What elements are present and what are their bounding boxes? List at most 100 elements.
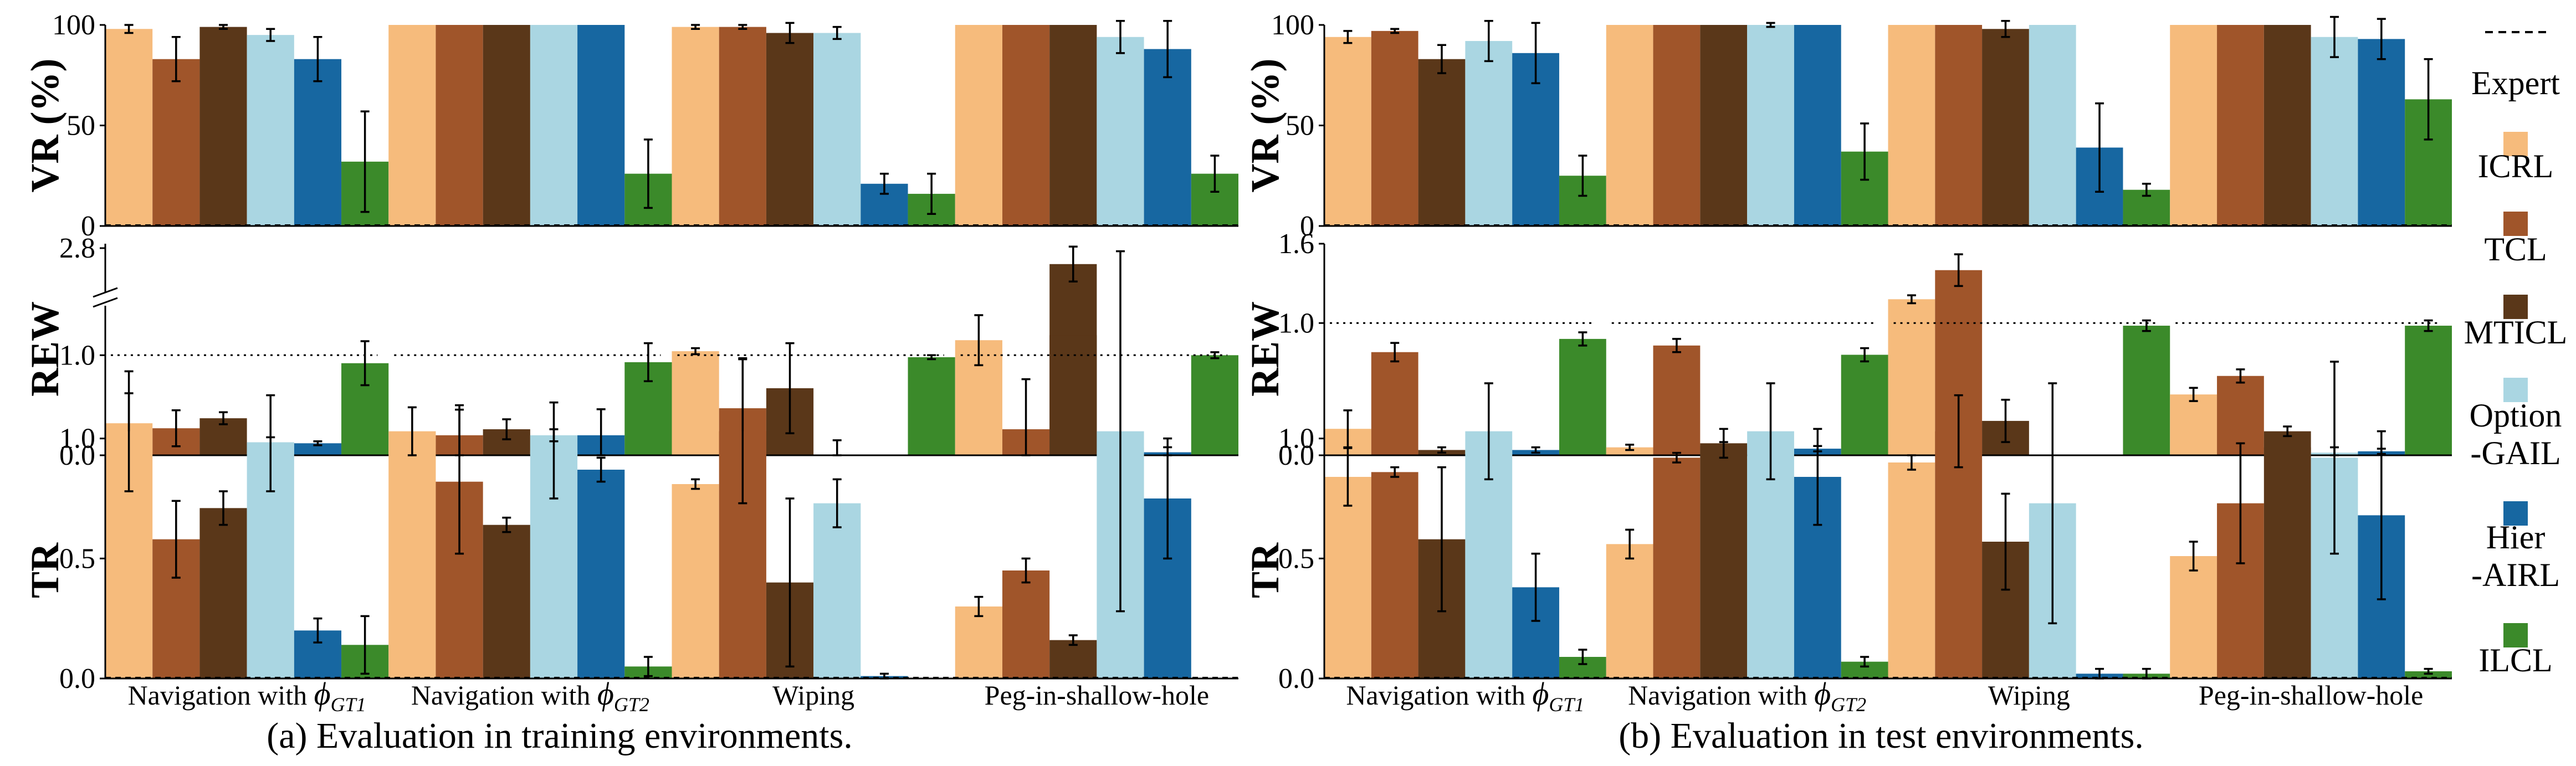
panel0-vr-bar-2-Option-GAIL (813, 33, 861, 227)
panel0-rew-bar-3-ILCL (1191, 355, 1238, 455)
panel0-vr-axis-label: VR (%) (23, 59, 67, 193)
panel0-tr-bar-0-MTICL (199, 508, 247, 678)
panel0-vr-bar-3-ICRL (955, 25, 1002, 226)
legend-label-Hier-AIRL: Hier (2486, 519, 2546, 556)
panel1-vr-bar-3-Hier-AIRL (2358, 39, 2405, 226)
panel0-rew-bar-0-Hier-AIRL (294, 443, 342, 455)
panel1-vr-bar-0-ICRL (1324, 37, 1371, 226)
panel0-vr-bar-2-MTICL (766, 33, 814, 227)
panel0-tr-tick-label: 1.0 (59, 423, 95, 455)
panel1-caption: (b) Evaluation in test environments. (1619, 716, 2144, 756)
panel0-rew-axis-label: REW (23, 301, 67, 397)
panel1-category-label-1: Navigation with ϕGT2 (1628, 676, 1866, 716)
panel1-tr-bar-2-ICRL (1888, 462, 1935, 678)
panel1-vr-bar-2-ICRL (1888, 25, 1935, 226)
panel0-caption: (a) Evaluation in training environments. (267, 716, 853, 756)
panel1-vr-bar-2-MTICL (1982, 29, 2029, 226)
panel1-rew-bar-1-TCL (1653, 345, 1701, 455)
panel1-tr-axis-label: TR (1243, 542, 1287, 598)
panel0-vr-bar-1-Option-GAIL (530, 25, 578, 226)
panel1-rew-bar-0-ILCL (1559, 338, 1606, 455)
panel0-vr-bar-1-Hier-AIRL (577, 25, 625, 226)
panel1-vr-bar-3-MTICL (2263, 25, 2311, 226)
panel1-vr-bar-3-ICRL (2170, 25, 2217, 226)
panel1-vr-axis-label: VR (%) (1243, 59, 1287, 193)
panel0-tr-bar-3-MTICL (1049, 640, 1097, 678)
panel1-tr-tick-label: 0.0 (1278, 663, 1314, 695)
panel0-tr-bar-1-ICRL (388, 431, 436, 678)
panel0-tr-axis-label: TR (23, 542, 67, 598)
panel0-tr-tick-label: 0.0 (59, 663, 95, 695)
panel0-vr-bar-0-TCL (152, 59, 200, 227)
panel0-rew-tick-label: 1.0 (59, 340, 95, 371)
legend-label-TCL: TCL (2484, 231, 2547, 268)
panel0-vr-bar-3-MTICL (1049, 25, 1097, 226)
panel1-tr-bar-3-ILCL (2405, 671, 2452, 678)
panel1-rew-bar-2-ICRL (1888, 299, 1935, 455)
panel0-tr-bar-3-TCL (1002, 570, 1050, 678)
panel0-vr-bar-1-MTICL (483, 25, 530, 226)
panel1-vr-tick-label: 100 (1271, 9, 1314, 41)
panel0-vr-bar-0-Option-GAIL (247, 35, 294, 227)
panel1-vr-tick-label: 50 (1286, 110, 1314, 142)
legend-swatch-TCL (2503, 212, 2528, 236)
panel1-tr-tick-label: 0.5 (1278, 543, 1314, 574)
panel1-rew-bar-3-ICRL (2170, 394, 2217, 455)
panel0-vr-bar-2-ICRL (672, 27, 719, 226)
panel0-vr-tick-label: 0 (81, 210, 95, 242)
panel0-tr-bar-2-ICRL (672, 484, 719, 678)
legend-swatch-MTICL (2503, 295, 2528, 319)
panel0-vr-bar-1-ICRL (388, 25, 436, 226)
panel1-tr-bar-0-TCL (1371, 472, 1418, 678)
panel0-vr-bar-0-Hier-AIRL (294, 59, 342, 227)
legend-expert-label: Expert (2471, 65, 2560, 101)
panel1-vr-bar-1-Option-GAIL (1747, 25, 1794, 226)
panel0-category-label-1: Navigation with ϕGT2 (411, 676, 649, 716)
legend-swatch-Hier-AIRL (2503, 501, 2528, 526)
panel0-vr-bar-3-Hier-AIRL (1144, 49, 1191, 226)
panel1-rew-bar-3-ILCL (2405, 326, 2452, 455)
legend-label-ICRL: ICRL (2478, 148, 2554, 184)
panel0-tr-bar-1-Hier-AIRL (577, 470, 625, 678)
panel1-tr-bar-2-TCL (1935, 431, 1983, 678)
panel1-vr-bar-3-Option-GAIL (2311, 37, 2358, 226)
legend-label-ILCL: ILCL (2478, 642, 2552, 678)
panel0-category-label-3: Peg-in-shallow-hole (985, 680, 1209, 711)
legend-label-MTICL: MTICL (2464, 314, 2568, 351)
panel1-vr-bar-2-Option-GAIL (2029, 25, 2076, 226)
panel0-vr-bar-3-TCL (1002, 25, 1050, 226)
panel1-tr-bar-1-ICRL (1606, 544, 1653, 678)
panel1-tr-bar-3-ICRL (2170, 556, 2217, 678)
panel1-vr-bar-3-TCL (2217, 25, 2264, 226)
legend-label-Hier-AIRL: -AIRL (2471, 557, 2560, 593)
panel1-category-label-3: Peg-in-shallow-hole (2199, 680, 2423, 711)
panel1-tr-bar-0-ICRL (1324, 477, 1371, 678)
panel0-rew-tick-label: 0.0 (59, 440, 95, 471)
panel1-vr-bar-0-Option-GAIL (1465, 41, 1513, 226)
panel0-vr-bar-1-TCL (436, 25, 483, 226)
panel0-vr-bar-2-TCL (719, 27, 766, 226)
panel1-vr-bar-1-ICRL (1606, 25, 1653, 226)
panel0-vr-bar-0-MTICL (199, 27, 247, 226)
panel1-category-label-0: Navigation with ϕGT1 (1346, 676, 1584, 716)
legend-swatch-ILCL (2503, 623, 2528, 647)
panel0-tr-bar-1-MTICL (483, 525, 530, 678)
panel1-rew-tick-label: 0.0 (1278, 440, 1314, 471)
legend-label-Option-GAIL: -GAIL (2470, 435, 2560, 471)
panel1-category-label-2: Wiping (1988, 680, 2070, 711)
panel1-rew-bar-0-TCL (1371, 352, 1418, 455)
panel0-rew-tick-label: 2.8 (59, 233, 95, 264)
panel0-rew-bar-2-ICRL (672, 351, 719, 455)
panel0-rew-axis-break-mark (93, 297, 118, 308)
panel1-rew-bar-1-ILCL (1841, 354, 1888, 455)
panel1-vr-tick-label: 0 (1300, 210, 1314, 242)
panel1-tr-bar-1-TCL (1653, 457, 1701, 678)
panel1-tr-tick-label: 1.0 (1278, 423, 1314, 455)
panel0-vr-tick-label: 50 (66, 110, 95, 142)
panel1-rew-bar-2-ILCL (2123, 326, 2170, 455)
legend-label-Option-GAIL: Option (2470, 397, 2562, 434)
panel0-tr-tick-label: 0.5 (59, 543, 95, 574)
panel0-vr-bar-3-Option-GAIL (1097, 37, 1144, 226)
panel1-vr-bar-1-Hier-AIRL (1794, 25, 1841, 226)
